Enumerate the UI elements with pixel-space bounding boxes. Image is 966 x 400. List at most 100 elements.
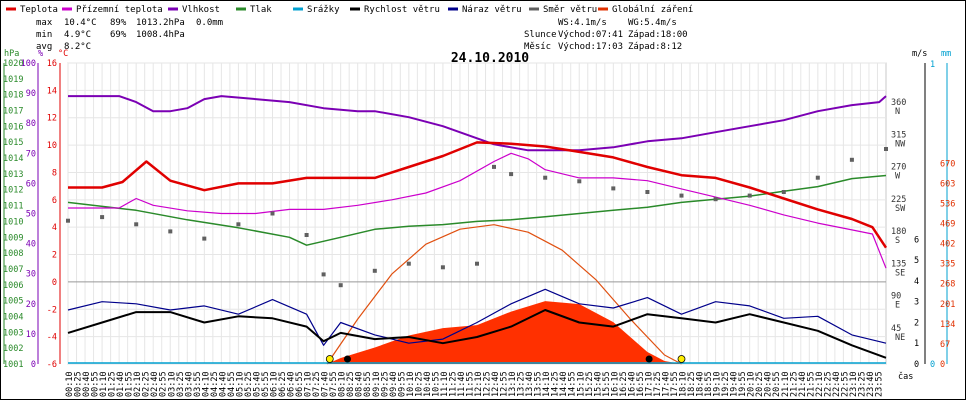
dir-tick: 90: [891, 292, 901, 302]
x-tick: 03:40: [184, 371, 194, 397]
x-tick: 09:10: [372, 371, 382, 397]
wm2-tick: 0: [940, 360, 945, 370]
moonset-marker: [343, 355, 351, 363]
temp-tick: -2: [47, 305, 57, 315]
dir-tick: 270: [891, 163, 906, 173]
x-tick: 18:40: [696, 371, 706, 397]
hpa-tick: 1007: [3, 265, 23, 275]
ms-tick: 2: [914, 318, 919, 328]
x-tick: 10:25: [414, 371, 424, 397]
hpa-tick: 1016: [3, 122, 23, 132]
legend-label-2: Vlhkost: [182, 5, 220, 15]
wm2-tick: 603: [940, 179, 955, 189]
x-tick: 19:55: [738, 371, 748, 397]
x-tick: 04:40: [218, 371, 228, 397]
x-tick: 05:25: [244, 371, 254, 397]
x-tick: 18:10: [679, 371, 689, 397]
stats-max-press: 1013.2hPa: [136, 18, 185, 28]
x-tick: 04:25: [210, 371, 220, 397]
dir-point: [270, 211, 275, 216]
pct-tick: 30: [26, 270, 36, 280]
x-tick: 08:25: [346, 371, 356, 397]
x-tick: 02:10: [133, 371, 143, 397]
x-tick: 14:10: [542, 371, 552, 397]
x-tick: 03:25: [176, 371, 186, 397]
moonset-time: Západ:8:12: [628, 42, 682, 52]
x-tick: 23:10: [849, 371, 859, 397]
x-tick: 09:40: [389, 371, 399, 397]
x-tick: 06:25: [278, 371, 288, 397]
hpa-tick: 1006: [3, 281, 23, 291]
wm2-tick: 536: [940, 199, 955, 209]
line-radiation-theoretical: [326, 224, 682, 365]
stats-min-label: min: [36, 30, 52, 40]
wm2-tick: 402: [940, 240, 955, 250]
hpa-tick: 1017: [3, 107, 23, 117]
pct-tick: 50: [26, 210, 36, 220]
x-axis: 00:1000:2500:4000:5501:1001:2501:4001:55…: [65, 371, 885, 397]
x-tick: 19:25: [721, 371, 731, 397]
x-tick: 16:25: [619, 371, 629, 397]
hpa-tick: 1008: [3, 249, 23, 259]
x-tick: 00:55: [91, 371, 101, 397]
hpa-tick: 1019: [3, 75, 23, 85]
dir-point: [372, 268, 377, 273]
x-tick: 22:10: [815, 371, 825, 397]
x-tick: 18:55: [704, 371, 714, 397]
y-axes: hPa% °C m/s mm10201019101810171016101510141…: [3, 49, 955, 370]
x-tick: 07:10: [304, 371, 314, 397]
temp-tick: -6: [47, 360, 57, 370]
hpa-tick: 1018: [3, 91, 23, 101]
x-tick: 23:25: [857, 371, 867, 397]
dir-point: [440, 265, 445, 270]
x-tick: 22:40: [832, 371, 842, 397]
dir-point: [645, 190, 650, 194]
stats-max-temp: 10.4°C: [64, 18, 97, 28]
x-tick: 06:40: [287, 371, 297, 397]
x-tick: 09:25: [380, 371, 390, 397]
temp-tick: 12: [47, 114, 57, 124]
x-tick: 01:40: [116, 371, 126, 397]
hpa-tick: 1020: [3, 59, 23, 69]
x-tick: 21:10: [781, 371, 791, 397]
temp-tick: 0: [52, 278, 57, 288]
grid: [67, 62, 887, 365]
dir-tick: 180: [891, 227, 906, 237]
dir-point: [321, 272, 326, 277]
dir-point: [577, 179, 582, 184]
mm-tick: 0: [930, 360, 935, 370]
ms-unit: m/s: [912, 49, 927, 59]
pct-tick: 70: [26, 149, 36, 159]
legend-label-8: Globální záření: [612, 5, 693, 15]
wm2-tick: 134: [940, 320, 955, 330]
sunrise-time: Východ:07:41: [558, 30, 623, 40]
hpa-tick: 1011: [3, 202, 23, 212]
dir-point: [781, 190, 786, 194]
x-tick: 05:10: [235, 371, 245, 397]
dir-point: [849, 157, 854, 162]
hpa-tick: 1002: [3, 344, 23, 354]
dir-tick: 45: [891, 324, 901, 334]
x-tick: 16:40: [627, 371, 637, 397]
time-axis-label: čas: [898, 371, 913, 382]
stats-avg-temp: 8.2°C: [64, 42, 91, 52]
wind-speed-summary: WS:4.1m/s: [558, 18, 607, 28]
x-tick: 13:55: [534, 371, 544, 397]
temp-tick: 8: [52, 168, 57, 178]
x-tick: 18:25: [687, 371, 697, 397]
x-tick: 12:10: [474, 371, 484, 397]
dir-tick: 135: [891, 259, 906, 269]
hpa-tick: 1015: [3, 138, 23, 148]
temp-tick: 6: [52, 196, 57, 206]
hpa-tick: 1014: [3, 154, 23, 164]
wm2-tick: 670: [940, 159, 955, 169]
x-tick: 02:55: [159, 371, 169, 397]
x-tick: 21:40: [798, 371, 808, 397]
hpa-tick: 1013: [3, 170, 23, 180]
moonrise-time: Východ:17:03: [558, 42, 623, 52]
x-tick: 10:10: [406, 371, 416, 397]
ms-tick: 0: [914, 360, 919, 370]
x-tick: 23:40: [866, 371, 876, 397]
chart-date: 24.10.2010: [451, 51, 529, 66]
